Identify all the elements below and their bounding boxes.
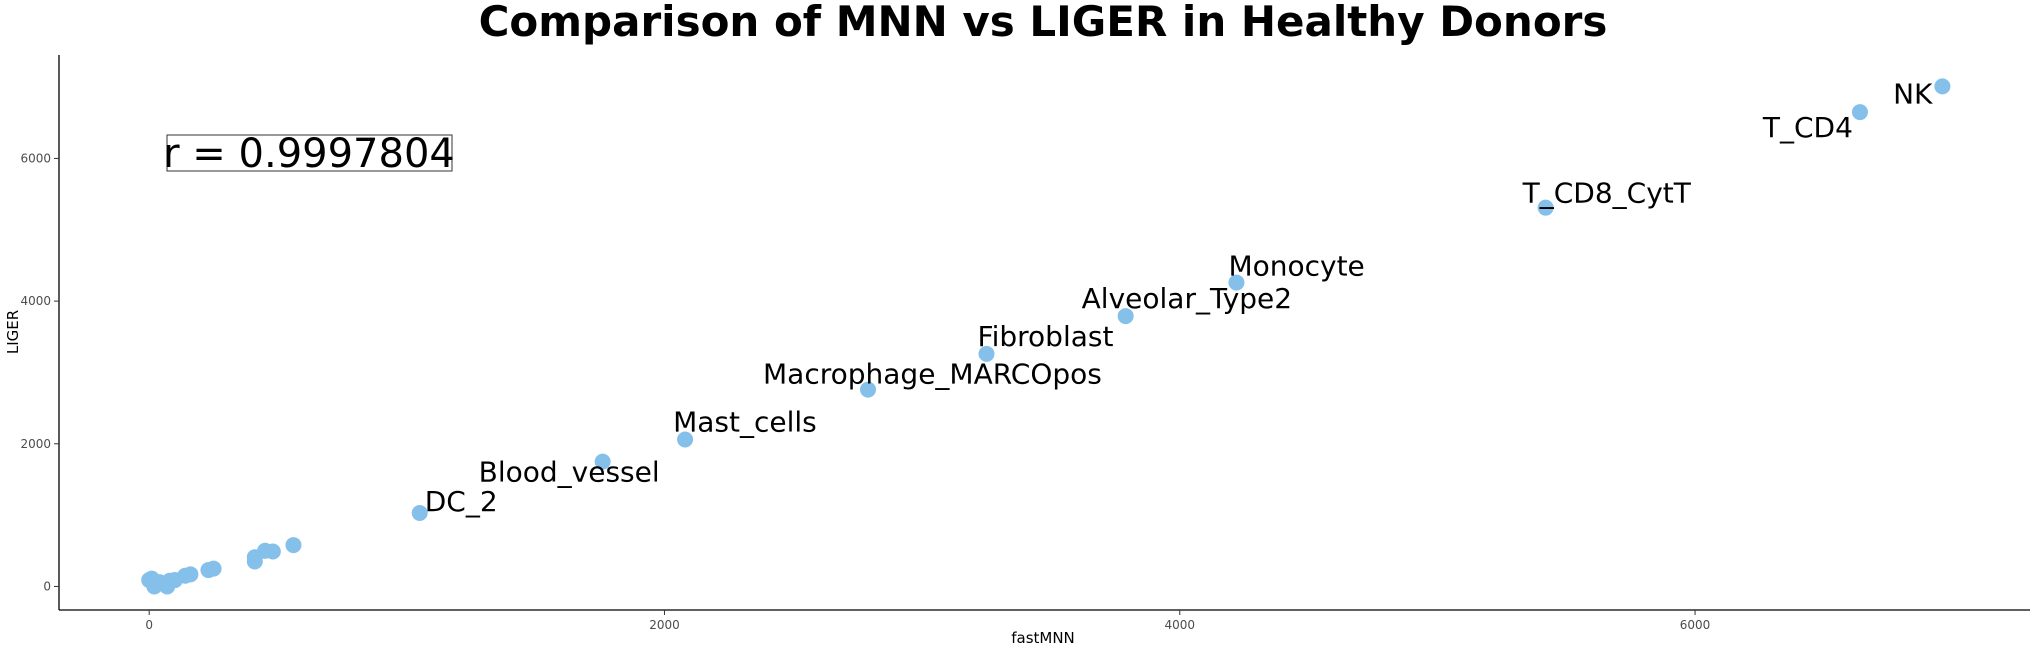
data-points	[141, 78, 1951, 595]
data-point	[285, 537, 302, 554]
x-tick-label: 0	[145, 618, 153, 632]
data-point	[978, 345, 995, 362]
y-axis-title: LIGER	[4, 310, 22, 354]
x-tick-label: 4000	[1164, 618, 1195, 632]
x-tick-label: 6000	[1680, 618, 1711, 632]
data-point	[677, 431, 694, 448]
data-point	[1851, 104, 1868, 121]
axes	[58, 55, 2030, 611]
point-label: Alveolar_Type2	[1082, 282, 1292, 315]
point-label: T_CD4	[1762, 111, 1853, 144]
x-tick-label: 2000	[649, 618, 680, 632]
y-tick-label: 6000	[20, 151, 51, 165]
data-point	[200, 562, 217, 579]
point-label: Mast_cells	[673, 406, 817, 439]
x-axis-title: fastMNN	[1011, 629, 1075, 647]
correlation-box	[166, 134, 453, 172]
ticks: 0 2000 4000 6000 0 2000 4000 6000	[20, 151, 1710, 632]
data-point	[246, 553, 263, 570]
y-tick-label: 0	[43, 579, 51, 593]
point-label: Blood_vessel	[479, 456, 660, 489]
data-point	[1117, 308, 1134, 325]
data-point	[594, 453, 611, 470]
point-label: DC_2	[425, 485, 498, 518]
point-label: Fibroblast	[978, 320, 1114, 353]
data-point	[1537, 199, 1554, 216]
data-point	[411, 504, 428, 521]
correlation-text: r = 0.9997804	[163, 131, 455, 177]
y-tick-label: 2000	[20, 437, 51, 451]
data-point	[1934, 78, 1951, 95]
point-label: Monocyte	[1228, 250, 1364, 283]
point-label: Macrophage_MARCOpos	[763, 358, 1102, 391]
point-label: T_CD8_CytT	[1522, 177, 1692, 210]
data-point	[860, 381, 877, 398]
point-label: NK	[1893, 77, 1933, 110]
data-point	[159, 578, 176, 595]
y-tick-label: 4000	[20, 294, 51, 308]
data-point	[1228, 274, 1245, 291]
correlation-annotation: r = 0.9997804	[163, 131, 455, 177]
chart-title: Comparison of MNN vs LIGER in Healthy Do…	[479, 0, 1608, 46]
data-point	[141, 572, 158, 589]
